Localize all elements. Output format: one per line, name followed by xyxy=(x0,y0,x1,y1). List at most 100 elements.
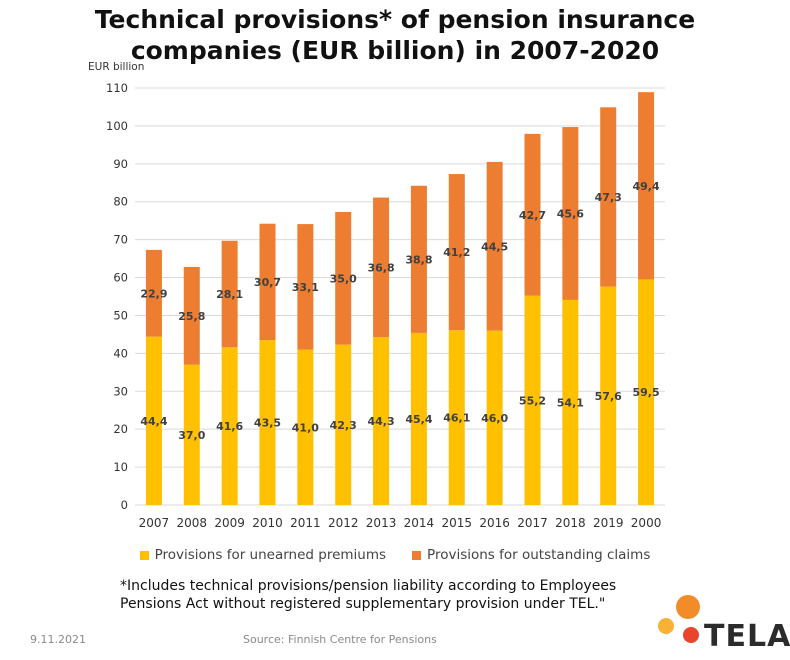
gridlines xyxy=(135,87,665,506)
bar-unearned-2016 xyxy=(486,330,503,505)
x-tick-label-2007: 2007 xyxy=(139,516,170,530)
chart-title-line-1: Technical provisions* of pension insuran… xyxy=(94,5,696,34)
data-label-outstanding-2014: 38,8 xyxy=(405,253,432,266)
x-tick-label-2017: 2017 xyxy=(517,516,548,530)
bar-unearned-2000 xyxy=(638,279,655,505)
x-tick-label-2013: 2013 xyxy=(366,516,397,530)
y-tick-label-110: 110 xyxy=(106,81,128,95)
bar-unearned-2018 xyxy=(562,299,579,505)
x-tick-label-2012: 2012 xyxy=(328,516,359,530)
bar-unearned-2013 xyxy=(373,337,390,505)
bar-unearned-2011 xyxy=(297,349,314,505)
bar-outstanding-2014 xyxy=(410,185,427,333)
bar-unearned-2014 xyxy=(410,332,427,505)
y-tick-label-10: 10 xyxy=(113,460,128,474)
y-tick-label-40: 40 xyxy=(113,346,128,360)
x-tick-label-2018: 2018 xyxy=(555,516,586,530)
y-tick-label-80: 80 xyxy=(113,195,128,209)
legend-item-unearned: Provisions for unearned premiums xyxy=(139,547,387,563)
bar-outstanding-2008 xyxy=(183,266,200,365)
bar-outstanding-2000 xyxy=(638,92,655,280)
data-label-outstanding-2012: 35,0 xyxy=(330,272,357,285)
data-label-outstanding-2008: 25,8 xyxy=(178,310,205,323)
legend-swatch-outstanding xyxy=(412,550,422,560)
data-label-unearned-2017: 55,2 xyxy=(519,394,546,407)
data-label-unearned-2000: 59,5 xyxy=(633,386,660,399)
bar-outstanding-2017 xyxy=(524,133,541,296)
data-label-unearned-2016: 46,0 xyxy=(481,412,508,425)
logo-text: TELA xyxy=(704,619,790,654)
data-label-unearned-2019: 57,6 xyxy=(595,390,622,403)
x-tick-label-2000: 2000 xyxy=(631,516,662,530)
y-tick-label-30: 30 xyxy=(113,384,128,398)
logo-dot-orange xyxy=(676,595,700,619)
legend-item-outstanding: Provisions for outstanding claims xyxy=(412,547,650,563)
bar-outstanding-2019 xyxy=(600,107,617,287)
bar-unearned-2019 xyxy=(600,286,617,505)
bar-unearned-2012 xyxy=(335,344,352,505)
y-tick-label-0: 0 xyxy=(121,498,128,512)
chart-title-line-2: companies (EUR billion) in 2007-2020 xyxy=(130,36,660,65)
data-label-outstanding-2016: 44,5 xyxy=(481,240,508,253)
data-label-outstanding-2009: 28,1 xyxy=(216,288,243,301)
bar-unearned-2008 xyxy=(183,364,200,505)
x-tick-label-2019: 2019 xyxy=(593,516,624,530)
bar-outstanding-2018 xyxy=(562,127,579,300)
data-label-outstanding-2019: 47,3 xyxy=(595,191,622,204)
data-label-outstanding-2018: 45,6 xyxy=(557,207,584,220)
data-label-outstanding-2000: 49,4 xyxy=(633,180,660,193)
footnote: *Includes technical provisions/pension l… xyxy=(120,578,617,612)
stacked-bar-chart: EUR billion 0 10 20 30 40 50 60 70 80 90 100 110 44… xyxy=(88,61,665,530)
bar-outstanding-2007 xyxy=(145,249,162,337)
bar-outstanding-2013 xyxy=(373,197,390,338)
tela-logo-icon xyxy=(658,595,700,643)
bars xyxy=(145,92,655,505)
data-label-unearned-2010: 43,5 xyxy=(254,417,281,430)
source-label: Source: Finnish Centre for Pensions xyxy=(243,633,437,646)
data-label-outstanding-2013: 36,8 xyxy=(368,261,395,274)
y-tick-label-20: 20 xyxy=(113,422,128,436)
data-label-unearned-2009: 41,6 xyxy=(216,420,243,433)
data-label-unearned-2014: 45,4 xyxy=(405,413,432,426)
logo-dot-red xyxy=(683,627,699,643)
x-tick-label-2014: 2014 xyxy=(404,516,435,530)
bar-outstanding-2012 xyxy=(335,211,352,345)
bar-data-labels: 44,4 22,9 37,0 25,8 41,6 28,1 43,5 30,7 41,0 33,1… xyxy=(140,180,660,442)
bar-outstanding-2009 xyxy=(221,240,238,348)
x-tick-label-2015: 2015 xyxy=(442,516,473,530)
y-tick-labels: 0 10 20 30 40 50 60 70 80 90 100 110 xyxy=(106,81,128,512)
legend-swatch-unearned xyxy=(139,550,149,560)
data-label-outstanding-2017: 42,7 xyxy=(519,209,546,222)
y-tick-label-100: 100 xyxy=(106,119,128,133)
y-tick-label-90: 90 xyxy=(113,157,128,171)
bar-unearned-2010 xyxy=(259,340,276,505)
data-label-unearned-2015: 46,1 xyxy=(443,412,470,425)
bar-outstanding-2010 xyxy=(259,223,276,341)
x-tick-label-2010: 2010 xyxy=(252,516,283,530)
x-tick-label-2016: 2016 xyxy=(479,516,510,530)
bar-outstanding-2011 xyxy=(297,224,314,350)
y-tick-label-50: 50 xyxy=(113,308,128,322)
legend-label-outstanding: Provisions for outstanding claims xyxy=(427,547,651,563)
y-axis-label: EUR billion xyxy=(88,61,144,73)
x-tick-label-2008: 2008 xyxy=(177,516,208,530)
chart-title: Technical provisions* of pension insuran… xyxy=(0,4,790,66)
x-tick-label-2011: 2011 xyxy=(290,516,321,530)
y-tick-label-70: 70 xyxy=(113,233,128,247)
legend: Provisions for unearned premiums Provisi… xyxy=(0,547,790,563)
data-label-outstanding-2011: 33,1 xyxy=(292,281,319,294)
data-label-unearned-2011: 41,0 xyxy=(292,421,319,434)
bar-unearned-2017 xyxy=(524,295,541,505)
data-label-unearned-2013: 44,3 xyxy=(368,415,395,428)
bar-unearned-2015 xyxy=(448,330,465,505)
data-label-outstanding-2010: 30,7 xyxy=(254,276,281,289)
data-label-unearned-2018: 54,1 xyxy=(557,396,584,409)
data-label-unearned-2008: 37,0 xyxy=(178,429,205,442)
x-tick-label-2009: 2009 xyxy=(214,516,245,530)
data-label-unearned-2012: 42,3 xyxy=(330,419,357,432)
data-label-unearned-2007: 44,4 xyxy=(140,415,167,428)
x-tick-labels: 2007 2008 2009 2010 2011 2012 2013 2014 2015 2016… xyxy=(139,516,662,530)
data-label-outstanding-2007: 22,9 xyxy=(140,287,167,300)
legend-label-unearned: Provisions for unearned premiums xyxy=(154,547,387,563)
logo-dot-yellow xyxy=(658,618,674,634)
